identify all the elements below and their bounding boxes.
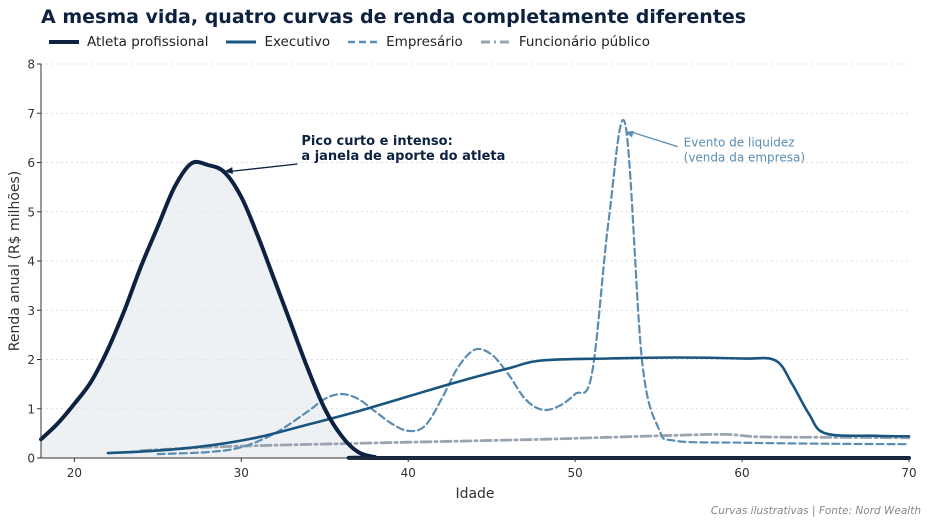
legend-swatch-atleta [49,40,79,44]
area-fill-0 [41,161,909,458]
chart-title: A mesma vida, quatro curvas de renda com… [41,6,747,28]
legend-swatch-funcionario [480,40,511,44]
x-tick-label-70: 70 [901,466,916,480]
series-line-0 [39,159,911,461]
series-line-1 [106,356,911,455]
legend-label-funcionario: Funcionário público [518,34,650,50]
annotation-arrowhead-0 [224,167,233,175]
y-tick-label-3: 3 [27,304,35,318]
tick-labels: 0 1 2 3 4 5 6 7 8 20 30 40 50 60 70 [27,58,916,481]
annotation-text-0-1: a janela de aporte do atleta [301,149,505,164]
legend-label-executivo: Executivo [264,34,331,50]
x-axis-label: Idade [455,486,494,502]
annotation-text-0-0: Pico curto e intenso: [301,134,452,149]
annotation-arrowhead-1 [625,130,634,138]
legend-item-executivo: Executivo [226,34,330,50]
x-tick-label-40: 40 [401,466,416,480]
area-fills [41,161,909,458]
legend-item-atleta: Atleta profissional [49,34,208,50]
y-tick-label-2: 2 [27,353,35,367]
y-tick-label-8: 8 [27,58,35,72]
series-line-3 [139,432,911,452]
series-lines [39,119,911,461]
legend-item-empresario: Empresário [348,34,463,50]
y-tick-label-5: 5 [27,205,35,219]
legend-label-atleta: Atleta profissional [87,34,209,50]
annotation-text-1-0: Evento de liquidez [684,136,795,150]
legend-swatch-executivo [226,40,257,44]
chart-legend: Atleta profissional Executivo Empresário… [49,34,668,50]
annotation-arrow-0 [230,163,298,173]
y-axis-label: Renda anual (R$ milhões) [7,171,23,352]
axes [37,63,910,462]
x-tick-label-20: 20 [67,466,82,480]
annotations: Pico curto e intenso:a janela de aporte … [224,130,805,175]
annotation-text-1-1: (venda da empresa) [684,151,805,165]
y-tick-label-1: 1 [27,402,35,416]
x-tick-label-60: 60 [734,466,749,480]
legend-item-funcionario: Funcionário público [480,34,650,50]
legend-label-empresario: Empresário [386,34,463,50]
source-note: Curvas ilustrativas | Fonte: Nord Wealth [710,505,921,517]
annotation-arrow-1 [631,131,678,148]
y-tick-label-7: 7 [27,107,35,121]
y-tick-label-6: 6 [27,156,35,170]
legend-swatch-empresario [348,40,379,44]
x-tick-label-30: 30 [234,466,249,480]
y-tick-label-4: 4 [27,255,35,269]
y-tick-label-0: 0 [27,452,35,466]
x-tick-label-50: 50 [568,466,583,480]
